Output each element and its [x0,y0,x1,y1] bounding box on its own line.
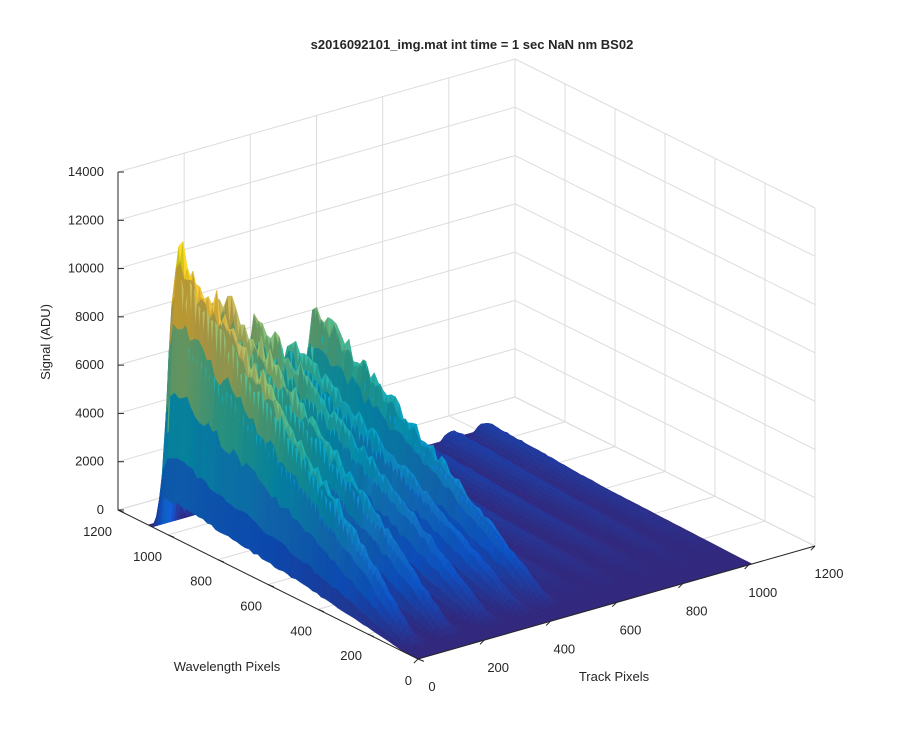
grid-line-z-side [514,251,816,402]
grid-line-z-back [117,58,516,173]
grid-line-z-side [514,155,816,306]
grid-line-z-side [514,299,816,450]
grid-line-z-side [514,58,816,209]
grid-line-z-back [117,106,516,221]
grid-line-z-side [514,203,816,354]
grid-line-z-side [514,348,816,499]
grid-line-z-side [514,396,816,547]
surface-data [147,240,753,660]
grid-line-z-side [514,106,816,257]
